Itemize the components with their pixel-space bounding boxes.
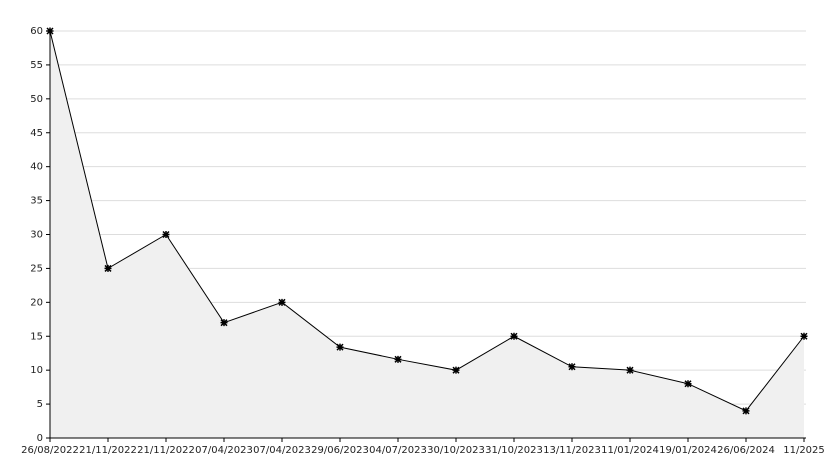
y-tick-label: 60: [30, 26, 43, 37]
x-tick-label: 26/08/2022: [21, 445, 79, 456]
marker: [742, 407, 750, 415]
marker: [626, 366, 634, 374]
y-tick-label: 40: [30, 162, 43, 173]
x-tick-label: 11/01/2024: [601, 445, 659, 456]
marker: [568, 363, 576, 371]
y-tick-label: 15: [30, 331, 43, 342]
x-tick-label: 21/11/2022: [137, 445, 195, 456]
x-tick-label: 29/06/2023: [311, 445, 369, 456]
x-tick-label: 26/06/2024: [717, 445, 775, 456]
line: [49, 30, 805, 412]
marker: [800, 332, 808, 340]
y-tick-label: 30: [30, 230, 43, 241]
marker: [510, 332, 518, 340]
y-tick-label: 35: [30, 196, 43, 207]
y-tick-label: 5: [37, 399, 43, 410]
marker: [278, 298, 286, 306]
x-tick-label: 21/11/2022: [79, 445, 137, 456]
y-tick-label: 20: [30, 297, 43, 308]
marker: [684, 380, 692, 388]
marker: [162, 230, 170, 239]
x-tick-label: 30/10/2023: [427, 445, 485, 456]
marker: [336, 343, 344, 351]
x-tick-label: 11/2025: [783, 445, 825, 456]
marker: [220, 319, 228, 327]
y-tick-label: 10: [30, 365, 43, 376]
x-tick-label: 04/07/2023: [369, 445, 427, 456]
x-tick-label: 31/10/2023: [485, 445, 543, 456]
x-tick-label: 07/04/2023: [253, 445, 311, 456]
x-tick-label: 19/01/2024: [659, 445, 717, 456]
marker: [104, 264, 112, 272]
y-tick-label: 55: [30, 60, 43, 71]
y-tick-label: 45: [30, 128, 43, 139]
marker: [394, 355, 402, 363]
area: [50, 31, 804, 438]
x-tick-label: 13/11/2023: [543, 445, 601, 456]
y-tick-label: 50: [30, 94, 43, 105]
x-tick-label: 07/04/2023: [195, 445, 253, 456]
y-tick-label: 0: [37, 433, 43, 444]
y-tick-label: 25: [30, 263, 43, 274]
marker: [452, 366, 460, 374]
